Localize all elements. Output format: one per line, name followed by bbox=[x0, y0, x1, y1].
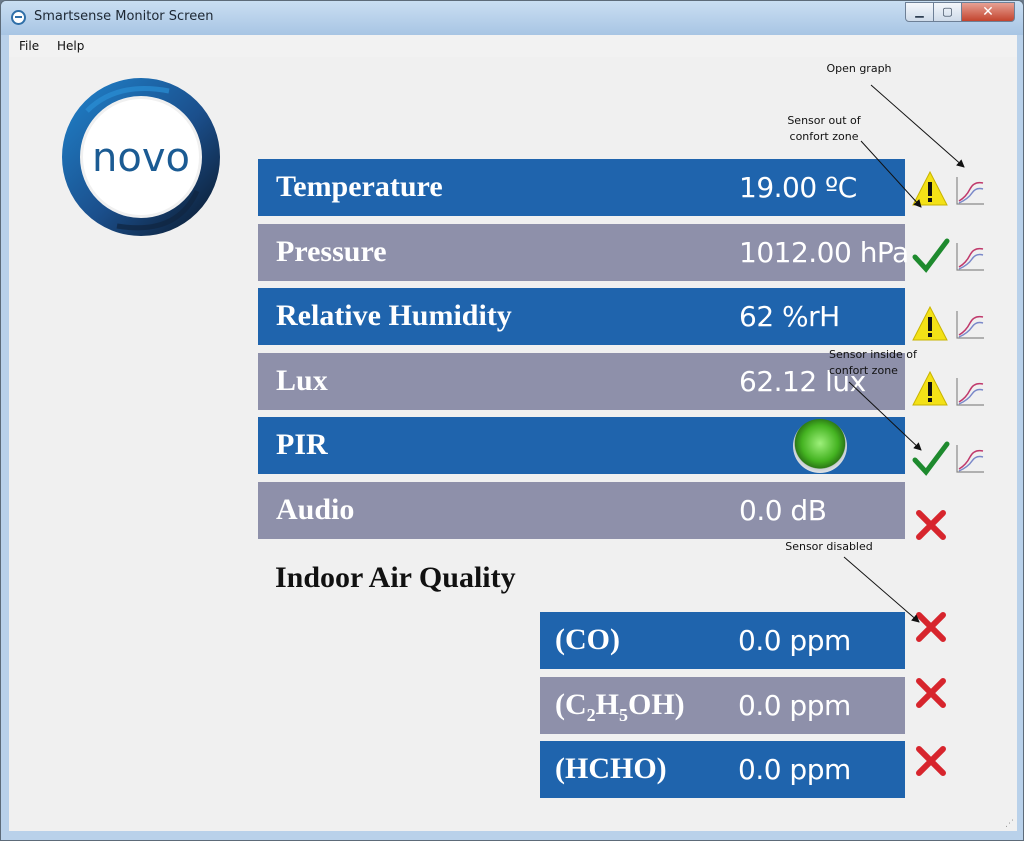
minimize-button[interactable]: ▁ bbox=[905, 2, 934, 22]
annotation-inside-zone: Sensor inside of confort zone bbox=[829, 348, 917, 377]
sensor-label: Pressure bbox=[276, 235, 387, 268]
annotation-disabled: Sensor disabled bbox=[785, 540, 873, 553]
sensor-row-humidity: Relative Humidity 62 %rH bbox=[258, 288, 905, 345]
menu-file[interactable]: File bbox=[19, 39, 40, 53]
sensor-row-temperature: Temperature 19.00 ºC bbox=[258, 159, 905, 216]
cross-icon bbox=[916, 612, 946, 642]
sensor-label: Temperature bbox=[276, 170, 443, 203]
annotation-out-of-zone: Sensor out of confort zone bbox=[787, 114, 861, 143]
sensor-row-pressure: Pressure 1012.00 hPa bbox=[258, 224, 909, 281]
air-label: (CO) bbox=[555, 623, 620, 656]
main-panel: novo Temperature 19.00 ºC Pressure 1012.… bbox=[9, 57, 1017, 831]
air-label: (C2H5OH) bbox=[555, 688, 685, 725]
air-row-ethanol: (C2H5OH) 0.0 ppm bbox=[540, 677, 905, 734]
resize-grip[interactable]: ⋰ bbox=[1005, 819, 1014, 829]
sensor-value: 1012.00 hPa bbox=[739, 236, 909, 269]
novo-logo: novo bbox=[62, 78, 220, 236]
air-row-hcho: (HCHO) 0.0 ppm bbox=[540, 741, 905, 798]
warning-icon bbox=[912, 305, 948, 341]
sensor-row-pir: PIR bbox=[258, 417, 905, 474]
window-title: Smartsense Monitor Screen bbox=[34, 9, 214, 24]
sensor-label: Audio bbox=[276, 493, 355, 526]
menu-help[interactable]: Help bbox=[57, 39, 85, 53]
sensor-value: 0.0 dB bbox=[739, 494, 827, 527]
app-icon bbox=[11, 10, 26, 25]
sensor-label: PIR bbox=[276, 428, 328, 461]
graph-icon[interactable] bbox=[954, 376, 986, 408]
air-row-co: (CO) 0.0 ppm bbox=[540, 612, 905, 669]
sensor-row-audio: Audio 0.0 dB bbox=[258, 482, 905, 539]
sensor-row-lux: Lux 62.12 lux bbox=[258, 353, 905, 410]
warning-icon bbox=[912, 170, 948, 206]
air-value: 0.0 ppm bbox=[738, 753, 851, 786]
menu-bar: File Help bbox=[9, 35, 1017, 58]
sensor-label: Lux bbox=[276, 364, 328, 397]
sensor-value: 62.12 lux bbox=[739, 365, 866, 398]
graph-icon[interactable] bbox=[954, 309, 986, 341]
maximize-button[interactable]: ▢ bbox=[933, 2, 962, 22]
sensor-value: 19.00 ºC bbox=[739, 171, 857, 204]
section-title-air-quality: Indoor Air Quality bbox=[275, 561, 516, 594]
warning-icon bbox=[912, 370, 948, 406]
checkmark-icon bbox=[912, 441, 950, 476]
close-button[interactable]: ✕ bbox=[961, 2, 1015, 22]
cross-icon bbox=[916, 678, 946, 708]
air-value: 0.0 ppm bbox=[738, 624, 851, 657]
sensor-label: Relative Humidity bbox=[276, 299, 512, 332]
title-bar[interactable]: Smartsense Monitor Screen ▁ ▢ ✕ bbox=[1, 1, 1023, 35]
graph-icon[interactable] bbox=[954, 175, 986, 207]
checkmark-icon bbox=[912, 238, 950, 273]
annotation-open-graph: Open graph bbox=[826, 62, 892, 75]
graph-icon[interactable] bbox=[954, 443, 986, 475]
air-label: (HCHO) bbox=[555, 752, 667, 785]
graph-icon[interactable] bbox=[954, 241, 986, 273]
sensor-value: 62 %rH bbox=[739, 300, 840, 333]
cross-icon bbox=[916, 510, 946, 540]
cross-icon bbox=[916, 746, 946, 776]
air-value: 0.0 ppm bbox=[738, 689, 851, 722]
logo-text: novo bbox=[92, 135, 190, 181]
pir-indicator-led bbox=[793, 419, 847, 473]
